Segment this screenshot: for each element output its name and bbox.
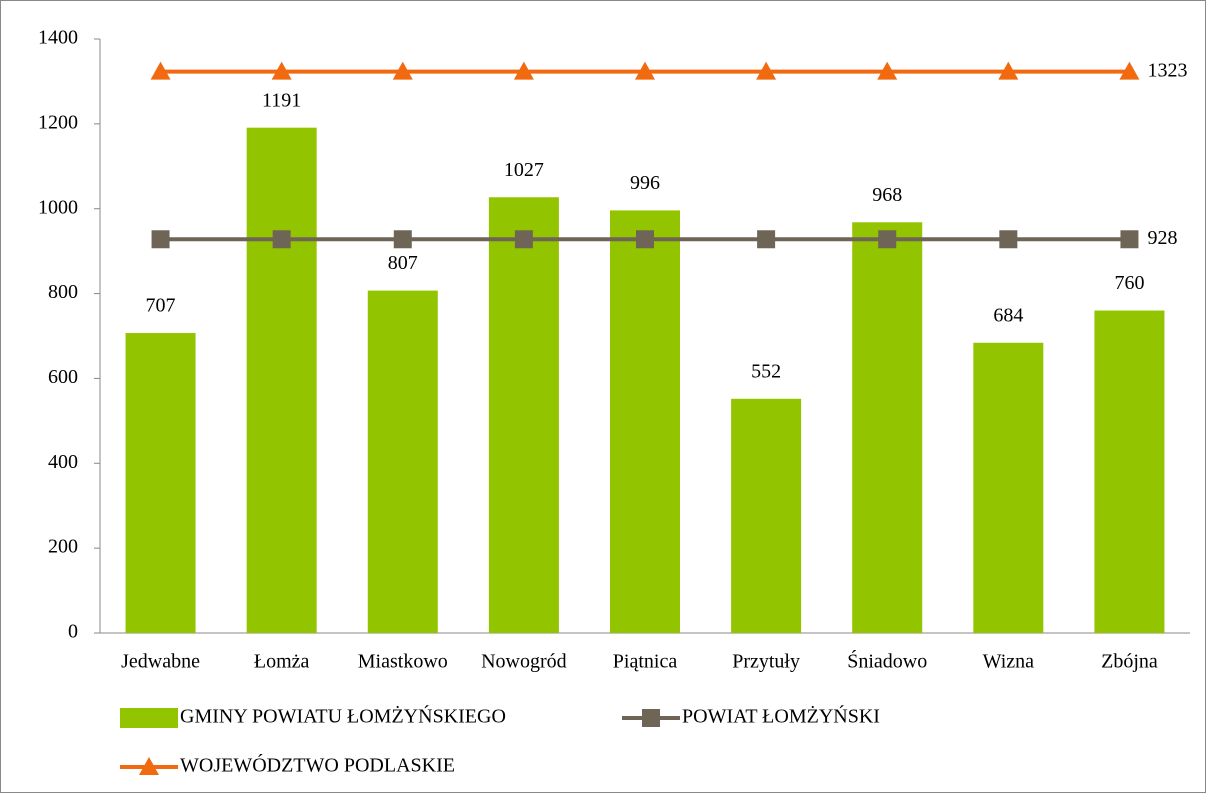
bar xyxy=(610,210,680,633)
bar xyxy=(973,342,1044,633)
x-tick-label: Łomża xyxy=(254,651,310,673)
line-marker xyxy=(150,61,171,80)
line-marker xyxy=(514,230,533,249)
data-label: 1027 xyxy=(504,159,544,181)
line-marker xyxy=(877,61,898,80)
line-marker xyxy=(757,230,776,249)
y-tick-label: 1000 xyxy=(38,196,78,218)
line-marker xyxy=(999,230,1018,249)
x-tick-label: Miastkowo xyxy=(358,651,448,673)
data-label: 1323 xyxy=(1147,59,1187,81)
data-label: 996 xyxy=(630,172,660,194)
line-marker xyxy=(635,61,655,80)
bar xyxy=(246,127,317,633)
line-marker xyxy=(756,61,777,80)
bar xyxy=(488,197,559,633)
x-tick-label: Wizna xyxy=(983,651,1035,673)
x-tick-label: Śniadowo xyxy=(847,649,927,673)
y-tick-label: 1400 xyxy=(38,27,78,49)
bar xyxy=(1094,310,1165,633)
line-marker xyxy=(272,230,291,249)
line-marker xyxy=(393,230,412,249)
line-marker xyxy=(642,709,660,727)
line-marker xyxy=(513,61,534,80)
line-marker xyxy=(1120,230,1139,249)
data-label: 760 xyxy=(1114,272,1144,294)
line-marker xyxy=(998,61,1019,80)
y-tick-label: 800 xyxy=(48,281,78,303)
y-tick-label: 0 xyxy=(68,621,78,643)
y-tick-label: 200 xyxy=(48,536,78,558)
data-label: 707 xyxy=(146,295,176,317)
legend-label: GMINY POWIATU ŁOMŻYŃSKIEGO xyxy=(180,705,506,728)
data-label: 968 xyxy=(872,184,902,206)
y-tick-label: 600 xyxy=(48,366,78,388)
bar xyxy=(852,222,923,633)
line-marker xyxy=(139,757,159,775)
x-tick-label: Piątnica xyxy=(613,651,678,673)
legend-label: POWIAT ŁOMŻYŃSKI xyxy=(682,705,880,728)
x-tick-label: Nowogród xyxy=(481,651,567,673)
line-marker xyxy=(1119,61,1140,80)
x-tick-label: Przytuły xyxy=(732,651,800,673)
legend-label: WOJEWÓDZTWO PODLASKIE xyxy=(180,753,455,777)
line-marker xyxy=(878,230,897,249)
legend-swatch xyxy=(120,708,178,728)
line-marker xyxy=(271,61,292,80)
bar xyxy=(731,398,802,633)
line-marker xyxy=(392,61,413,80)
bar xyxy=(367,290,438,633)
data-label: 1191 xyxy=(262,89,301,111)
data-label: 552 xyxy=(751,360,781,382)
line-marker xyxy=(636,230,654,249)
x-tick-label: Zbójna xyxy=(1101,651,1158,673)
data-label: 928 xyxy=(1147,227,1177,249)
data-label: 684 xyxy=(993,304,1023,326)
y-tick-label: 400 xyxy=(48,451,78,473)
x-tick-label: Jedwabne xyxy=(121,651,200,673)
bar xyxy=(125,333,196,633)
line-marker xyxy=(151,230,170,249)
data-label: 807 xyxy=(388,252,418,274)
y-tick-label: 1200 xyxy=(38,111,78,133)
